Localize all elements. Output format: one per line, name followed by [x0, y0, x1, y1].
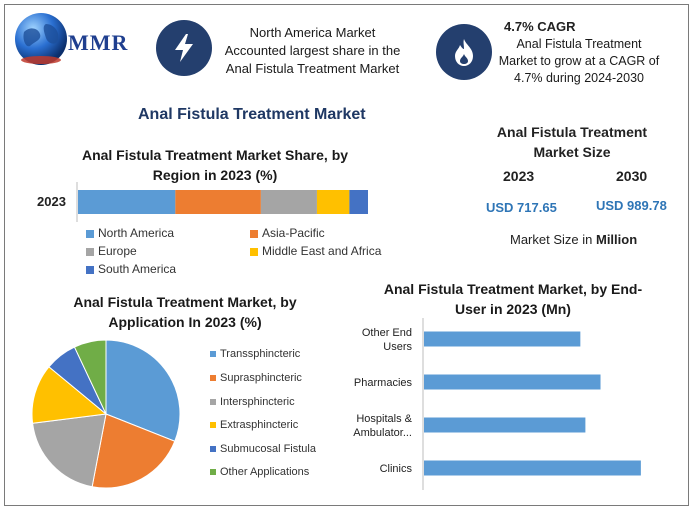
end-user-bar-hospitals-ambulator-	[424, 417, 586, 433]
legend-item-asia-pacific: Asia-Pacific	[250, 226, 325, 240]
pie-slice-other-applications	[73, 339, 107, 415]
end-user-category-label: Pharmacies	[354, 377, 413, 389]
legend-item-suprasphincteric: Suprasphincteric	[210, 372, 302, 384]
legend-label: Suprasphincteric	[220, 372, 302, 384]
legend-label: Asia-Pacific	[262, 226, 325, 240]
legend-label: South America	[98, 262, 177, 276]
legend-item-submucosal-fistula: Submucosal Fistula	[210, 443, 316, 455]
header-box1-line: Anal Fistula Treatment Market	[225, 61, 400, 76]
end-user-category-label: Clinics	[380, 463, 413, 475]
legend-swatch	[86, 229, 94, 238]
pie-slice-intersphincteric	[32, 413, 107, 488]
market-size-year-2030: 2030	[616, 168, 648, 184]
legend-swatch	[210, 375, 216, 382]
market-size-title: Anal Fistula Treatment Market Size	[482, 122, 662, 162]
market-size-title-line: Anal Fistula Treatment	[496, 124, 648, 140]
logo-text: MMR	[68, 30, 129, 55]
legend-swatch	[210, 469, 216, 476]
legend-item-north-america: North America	[86, 226, 174, 240]
legend-label: Intersphincteric	[220, 396, 295, 408]
market-size-unit-bold: Million	[595, 232, 638, 247]
legend-item-south-america: South America	[86, 262, 176, 276]
region-bar-segment-north-america	[78, 190, 176, 214]
cagr-title: 4.7% CAGR	[504, 19, 576, 34]
legend-swatch	[86, 265, 94, 274]
market-size-unit: Market Size in Million	[510, 232, 637, 247]
legend-label: Europe	[98, 244, 137, 258]
legend-swatch	[210, 446, 216, 453]
legend-item-transsphincteric: Transsphincteric	[210, 348, 300, 360]
market-size-unit-prefix: Market Size in	[510, 232, 596, 247]
region-chart-title: Anal Fistula Treatment Market Share, by …	[60, 145, 370, 185]
end-user-category-label: Hospitals & Ambulator...	[353, 413, 412, 439]
header-box2-line: 4.7% during 2024-2030	[514, 71, 644, 85]
pie-slice-transsphincteric	[105, 339, 181, 442]
legend-swatch	[250, 247, 258, 256]
globe-icon	[15, 13, 67, 65]
region-bar-segment-middle-east-and-africa	[316, 190, 350, 214]
end-user-bar-other-end-users	[424, 331, 581, 347]
legend-label: Other Applications	[220, 466, 310, 478]
legend-label: Submucosal Fistula	[220, 443, 316, 455]
header-box1-line: Accounted largest share in the	[224, 43, 401, 58]
end-user-chart-title-line: User in 2023 (Mn)	[455, 301, 571, 317]
region-chart-title-line: Anal Fistula Treatment Market Share, by	[81, 147, 349, 163]
logo: MMR	[12, 10, 142, 70]
legend-label: Middle East and Africa	[262, 244, 382, 258]
end-user-bar-chart: Other End Users Pharmacies Hospitals & Ambul…	[353, 318, 641, 490]
market-size-year-2023: 2023	[503, 168, 535, 184]
pie-slice-suprasphincteric	[91, 413, 176, 489]
market-size-title-line: Market Size	[533, 144, 611, 160]
application-legend: Transsphincteric Suprasphincteric Inters…	[210, 344, 350, 494]
market-size-value-2030: USD 989.78	[596, 198, 667, 213]
end-user-bar-clinics	[424, 460, 641, 476]
region-bar-segment-asia-pacific	[175, 190, 261, 214]
legend-item-intersphincteric: Intersphincteric	[210, 396, 295, 408]
region-stacked-bar-chart: 2023	[37, 182, 368, 222]
application-chart-title: Anal Fistula Treatment Market, by Applic…	[40, 292, 330, 332]
legend-swatch	[210, 399, 216, 406]
legend-label: Extrasphincteric	[220, 419, 299, 431]
legend-item-europe: Europe	[86, 244, 137, 258]
region-year-label: 2023	[37, 194, 66, 209]
header-box2-line: Anal Fistula Treatment	[516, 37, 642, 51]
region-chart-title-line: Region in 2023 (%)	[152, 167, 278, 183]
header-box1-line: North America Market	[249, 25, 376, 40]
region-bar-segment-europe	[260, 190, 317, 214]
legend-swatch	[86, 247, 94, 256]
legend-item-other-applications: Other Applications	[210, 466, 309, 478]
pie-slice-extrasphincteric	[31, 366, 108, 424]
region-bar-segment-south-america	[349, 190, 368, 214]
application-chart-title-line: Anal Fistula Treatment Market, by	[73, 294, 297, 310]
application-chart-title-line: Application In 2023 (%)	[108, 314, 262, 330]
header-box2-line: Market to grow at a CAGR of	[498, 54, 660, 68]
infographic-frame	[4, 4, 689, 506]
main-title: Anal Fistula Treatment Market	[138, 106, 366, 123]
header-box2-text: Anal Fistula Treatment Market to grow at…	[494, 36, 664, 87]
lightning-icon	[175, 34, 193, 62]
flame-icon	[455, 39, 473, 66]
lightning-badge	[156, 20, 212, 76]
end-user-chart-title-line: Anal Fistula Treatment Market, by End-	[383, 281, 643, 297]
flame-badge	[436, 24, 492, 80]
end-user-category-label: Other End Users	[362, 327, 413, 353]
market-size-value-2023: USD 717.65	[486, 200, 557, 215]
legend-label: Transsphincteric	[220, 348, 301, 360]
legend-swatch	[250, 229, 258, 238]
header-box1-text: North America Market Accounted largest s…	[215, 24, 410, 78]
application-pie-chart	[31, 339, 181, 489]
legend-label: North America	[98, 226, 175, 240]
legend-swatch	[210, 351, 216, 358]
legend-item-middle-east-africa: Middle East and Africa	[250, 244, 381, 258]
end-user-bar-pharmacies	[424, 374, 601, 390]
legend-item-extrasphincteric: Extrasphincteric	[210, 419, 298, 431]
region-legend: North America Asia-Pacific Europe Middle…	[86, 226, 406, 280]
legend-swatch	[210, 422, 216, 429]
end-user-chart-title: Anal Fistula Treatment Market, by End- U…	[368, 279, 658, 319]
